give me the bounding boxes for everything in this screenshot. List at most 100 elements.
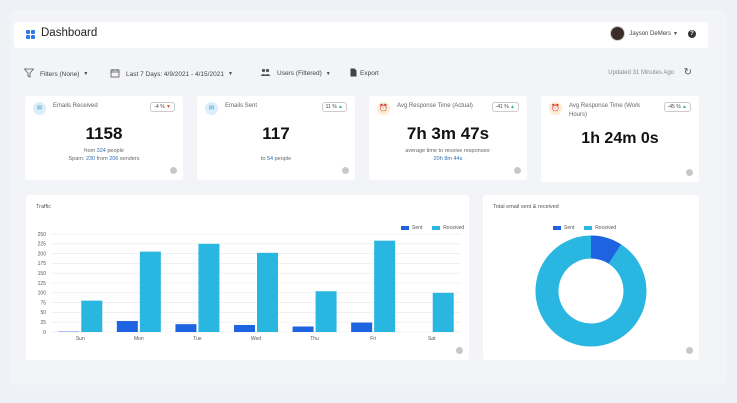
y-tick-label: 150 [38, 271, 47, 277]
legend-item-sent: Sent [401, 225, 422, 231]
card-title: Emails Received [53, 103, 98, 109]
export-label: Export [360, 70, 379, 77]
y-tick-label: 125 [38, 281, 47, 287]
caret-down-icon: ▼ [673, 30, 678, 37]
y-tick-label: 250 [38, 232, 47, 238]
card-detail-2: 20h 8m 44s [433, 156, 463, 162]
updated-timestamp: Updated 31 Minutes Ago [608, 70, 674, 76]
y-tick-label: 225 [38, 242, 47, 248]
y-tick-label: 175 [38, 261, 47, 267]
legend-swatch-received [584, 226, 593, 230]
donut-title: Total email sent & received [493, 204, 559, 210]
alarm-clock-icon: ⏰ [549, 102, 562, 115]
legend-swatch-received [432, 226, 441, 230]
bar-sent [351, 322, 373, 332]
legend-item-sent: Sent [553, 225, 574, 231]
email-donut-chart [535, 235, 647, 347]
card-emails-sent: ✉ Emails Sent 11 % ▲ 117 to 54 people [197, 96, 355, 180]
filters-label: Filters (None) [40, 70, 80, 78]
card-value: 1h 24m 0s [581, 130, 659, 147]
bar-sent [175, 324, 197, 332]
x-tick-label: Mon [134, 336, 144, 342]
info-icon[interactable] [342, 167, 349, 174]
question-icon[interactable]: ? [688, 30, 696, 38]
trend-badge: -4 % ▼ [150, 102, 175, 112]
x-tick-label: Tue [193, 336, 202, 342]
card-detail-2: Spam: 230 from 206 senders [68, 156, 140, 162]
bar-sent [116, 321, 138, 332]
filters-dropdown[interactable]: Filters (None) ▼ [23, 68, 88, 80]
trend-badge: -45 % ▲ [663, 102, 691, 112]
card-value: 7h 3m 47s [406, 124, 490, 143]
bar-received [315, 291, 337, 332]
envelope-icon: ✉ [205, 102, 218, 115]
traffic-panel: Traffic Sent Received 0 25 50 75 100 125 150 17… [26, 195, 469, 360]
card-title: Emails Sent [225, 103, 258, 109]
date-range-label: Last 7 Days: 4/9/2021 - 4/15/2021 [126, 70, 224, 78]
user-name: Jayson DeMers [629, 30, 672, 37]
user-menu[interactable]: Jayson DeMers ▼ [610, 26, 678, 41]
alarm-clock-icon: ⏰ [377, 102, 390, 115]
traffic-legend: Sent Received [401, 225, 474, 231]
trend-badge: -41 % ▲ [491, 102, 519, 112]
arrow-down-icon: ▼ [166, 104, 171, 110]
y-tick-label: 100 [38, 291, 47, 297]
arrow-up-icon: ▲ [682, 104, 687, 110]
y-tick-label: 0 [43, 330, 46, 336]
funnel-icon [23, 68, 35, 80]
bar-received [374, 240, 396, 332]
traffic-bar-chart: 0 25 50 75 100 125 150 175 200 225 250 Sun Mon Tue Wed… [38, 232, 461, 342]
card-detail-1: from 324 people [84, 148, 124, 154]
donut-legend: Sent Received [553, 225, 626, 231]
users-label: Users (Filtered) [277, 70, 322, 77]
x-tick-label: Sun [76, 336, 85, 342]
calendar-icon [110, 68, 120, 80]
bar-sent [234, 324, 255, 332]
y-tick-label: 200 [38, 251, 47, 257]
info-icon[interactable] [514, 167, 521, 174]
donut-panel: Total email sent & received Sent Receive… [483, 195, 699, 360]
card-avg-response-work-hours: ⏰ Avg Response Time (Work Hours) -45 % ▲… [541, 96, 699, 182]
arrow-up-icon: ▲ [338, 104, 343, 110]
refresh-icon[interactable]: ↻ [683, 67, 692, 78]
legend-item-received: Received [432, 225, 464, 231]
card-title: Avg Response Time (Actual) [397, 103, 473, 109]
bar-received [257, 252, 278, 332]
legend-swatch-sent [553, 226, 561, 230]
info-icon[interactable] [686, 347, 693, 354]
envelope-icon: ✉ [33, 102, 46, 115]
card-emails-received: ✉ Emails Received -4 % ▼ 1158 from 324 p… [25, 96, 183, 180]
bar-received [198, 243, 220, 332]
caret-down-icon: ▼ [227, 71, 233, 77]
caret-down-icon: ▼ [325, 70, 331, 77]
y-tick-label: 75 [40, 300, 46, 306]
bar-sent [292, 326, 314, 332]
card-title: Avg Response Time (Work Hours) [569, 103, 641, 118]
page-title: Dashboard [41, 27, 98, 39]
card-value: 117 [262, 124, 290, 143]
donut-slice-received [535, 235, 647, 347]
y-tick-label: 25 [40, 320, 46, 326]
export-button[interactable]: Export [350, 68, 379, 79]
legend-item-received: Received [584, 225, 616, 231]
card-detail-1: to 54 people [260, 156, 292, 162]
document-icon [350, 68, 357, 79]
x-tick-label: Fri [370, 336, 376, 342]
x-tick-label: Thu [310, 336, 319, 342]
card-value: 1158 [85, 124, 123, 143]
card-detail-1: average time to receive responses: [405, 148, 491, 154]
arrow-up-icon: ▲ [510, 104, 515, 110]
info-icon[interactable] [170, 167, 177, 174]
bar-received [432, 292, 454, 332]
info-icon[interactable] [456, 347, 463, 354]
date-range-dropdown[interactable]: Last 7 Days: 4/9/2021 - 4/15/2021 ▼ [110, 68, 233, 80]
info-icon[interactable] [686, 169, 693, 176]
traffic-title: Traffic [36, 204, 51, 210]
bar-received [81, 300, 103, 332]
legend-swatch-sent [401, 226, 409, 230]
x-tick-label: Sat [428, 336, 436, 342]
filter-bar: Filters (None) ▼ Last 7 Days: 4/9/2021 -… [23, 64, 704, 82]
users-dropdown[interactable]: Users (Filtered) ▼ [260, 68, 331, 79]
users-icon [260, 68, 271, 79]
trend-badge: 11 % ▲ [321, 102, 347, 112]
